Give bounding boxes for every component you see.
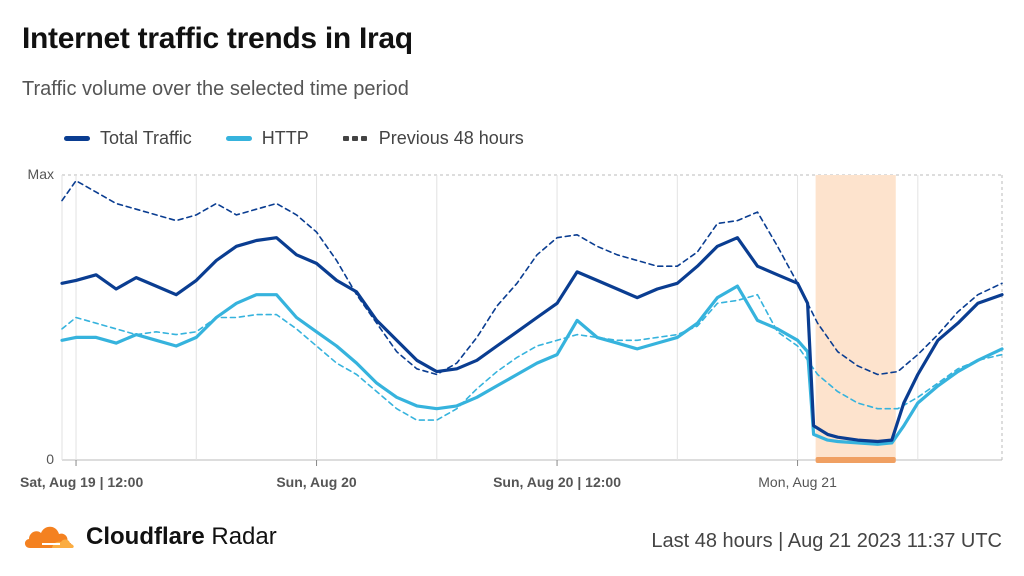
legend-item-previous[interactable]: Previous 48 hours — [342, 128, 524, 149]
chart-highlight — [815, 175, 896, 463]
chart-subtitle: Traffic volume over the selected time pe… — [22, 78, 409, 100]
cloud-icon — [24, 526, 74, 548]
time-period-label: Last 48 hours | Aug 21 2023 11:37 UTC — [651, 530, 1002, 552]
legend-item-total[interactable]: Total Traffic — [64, 128, 192, 149]
x-tick-label: Sat, Aug 19 | 12:00 — [20, 474, 143, 490]
series-line-previous-48-hours — [61, 179, 1003, 376]
legend-label-http: HTTP — [261, 128, 309, 148]
x-tick-label: Sun, Aug 20 | 12:00 — [493, 474, 621, 490]
chart-legend: Total Traffic HTTP Previous 48 hours — [64, 128, 524, 149]
outage-highlight-bar — [815, 457, 896, 463]
outage-highlight-band — [815, 175, 896, 460]
legend-label-previous: Previous 48 hours — [378, 128, 524, 148]
legend-item-http[interactable]: HTTP — [225, 128, 309, 149]
legend-swatch-previous — [342, 136, 369, 141]
x-tick-label: Mon, Aug 21 — [758, 474, 837, 490]
chart-lines — [60, 179, 1004, 446]
traffic-chart: Max 0 Sat, Aug 19 | 12:00 Sun, Aug 20 Sun, A… — [20, 166, 1004, 490]
series-line-http — [60, 284, 1004, 446]
y-tick-max: Max — [28, 166, 54, 182]
x-tick-label: Sun, Aug 20 — [276, 474, 357, 490]
chart-title: Internet traffic trends in Iraq — [22, 22, 413, 55]
y-tick-zero: 0 — [46, 451, 54, 467]
legend-label-total: Total Traffic — [100, 128, 192, 148]
chart-axes: Max 0 Sat, Aug 19 | 12:00 Sun, Aug 20 Sun, A… — [20, 166, 837, 490]
legend-swatch-total — [64, 136, 90, 141]
series-line-total-traffic — [60, 236, 1004, 444]
cloudflare-logo[interactable]: Cloudflare Radar — [22, 522, 277, 552]
brand-name: Cloudflare Radar — [86, 523, 277, 550]
legend-swatch-http — [225, 136, 252, 141]
